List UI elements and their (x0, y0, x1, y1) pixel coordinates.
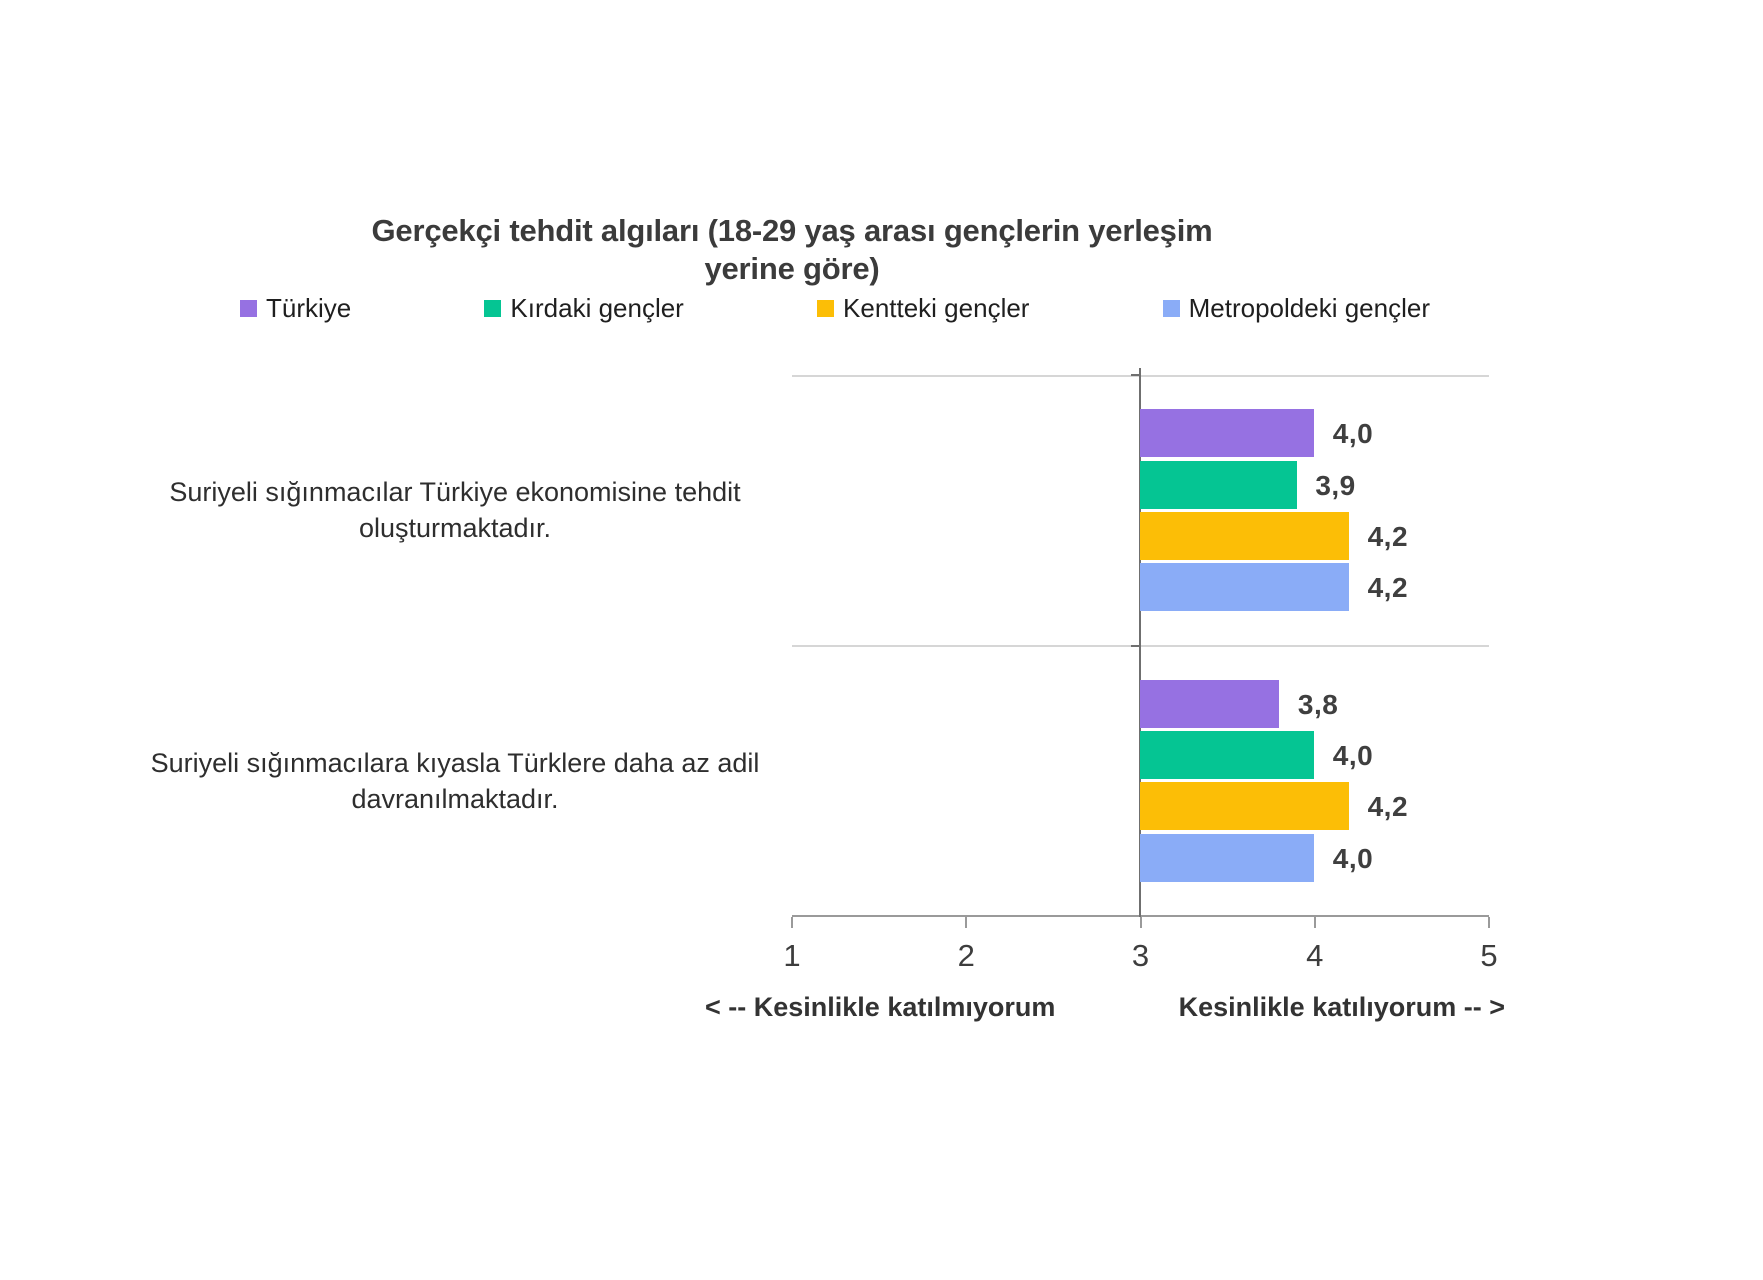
x-axis-tick (1139, 917, 1142, 928)
bar (1140, 833, 1315, 882)
x-tick-label: 4 (1306, 938, 1324, 973)
bar-value-label: 3,8 (1297, 688, 1339, 720)
category-axis-tick (1131, 374, 1140, 376)
x-axis-captions: < -- Kesinlikle katılmıyorum Kesinlikle … (705, 992, 1505, 1023)
x-tick-label: 2 (957, 938, 975, 973)
x-axis-tick (791, 917, 793, 928)
x-axis-tick (1488, 917, 1490, 928)
legend-swatch-icon (1162, 299, 1180, 317)
legend-item-4: Metropoldeki gençler (1162, 292, 1430, 324)
legend-swatch-icon (484, 299, 502, 317)
bar-value-label: 4,0 (1332, 740, 1374, 772)
bar (1140, 563, 1350, 612)
legend-label: Kentteki gençler (843, 292, 1030, 323)
bar (1140, 460, 1297, 509)
bar (1140, 679, 1280, 728)
category-label: Suriyeli sığınmacılar Türkiye ekonomisin… (169, 477, 741, 544)
x-axis-caption-left: < -- Kesinlikle katılmıyorum (705, 992, 1056, 1022)
category-axis-line (1139, 368, 1141, 917)
bar (1140, 511, 1350, 560)
legend-label: Metropoldeki gençler (1188, 292, 1430, 323)
x-tick-label: 1 (783, 938, 801, 973)
bar (1140, 782, 1350, 831)
legend-label: Kırdaki gençler (510, 292, 684, 323)
bar-value-label: 4,0 (1332, 418, 1374, 450)
bar-value-label: 3,9 (1315, 469, 1356, 501)
legend-item-2: Kırdaki gençler (484, 292, 684, 324)
legend-label: Türkiye (266, 292, 352, 323)
legend: Türkiye Kırdaki gençler Kentteki gençler Me… (240, 292, 1430, 324)
bar-value-label: 4,0 (1332, 842, 1374, 874)
legend-swatch-icon (240, 299, 257, 317)
legend-item-3: Kentteki gençler (817, 293, 1029, 324)
x-tick-label: 3 (1131, 938, 1150, 973)
bar (1140, 731, 1315, 780)
x-axis-tick (1313, 917, 1316, 928)
x-axis-caption-right: Kesinlikle katılıyorum -- > (1178, 992, 1505, 1022)
bar (1140, 409, 1315, 458)
bar-value-label: 4,2 (1367, 520, 1409, 552)
legend-item-1: Türkiye (240, 293, 351, 324)
x-tick-label: 5 (1480, 938, 1498, 973)
bar-value-label: 4,2 (1367, 572, 1409, 604)
x-axis-tick (965, 917, 968, 928)
legend-swatch-icon (817, 299, 835, 317)
bar-value-label: 4,2 (1367, 791, 1409, 823)
chart-title: Gerçekçi tehdit algıları (18-29 yaş aras… (371, 213, 1213, 287)
category-label: Suriyeli sığınmacılara kıyasla Türklere … (150, 747, 760, 814)
category-axis-tick (1131, 645, 1140, 647)
